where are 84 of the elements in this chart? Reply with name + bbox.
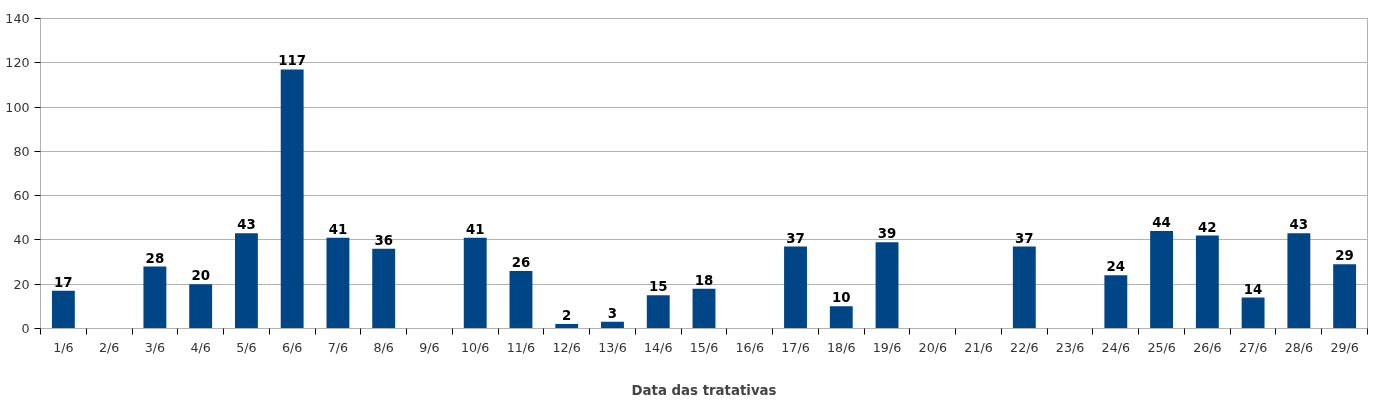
bar [463, 237, 487, 329]
bar [829, 306, 853, 329]
x-tick-label: 6/6 [281, 339, 303, 355]
x-tick-label: 8/6 [373, 339, 394, 355]
bar [875, 242, 899, 329]
x-tick-label: 17/6 [781, 339, 810, 355]
x-tick-label: 27/6 [1238, 339, 1268, 355]
data-label: 43 [1289, 217, 1309, 233]
data-label: 117 [278, 53, 307, 69]
bar [1333, 264, 1357, 329]
bar [601, 321, 624, 329]
bar [51, 290, 75, 329]
x-tick-label: 19/6 [872, 339, 902, 355]
bar [692, 288, 716, 329]
bar [372, 248, 396, 329]
x-tick-label: 1/6 [53, 339, 74, 355]
bar [280, 69, 304, 329]
bar [509, 270, 533, 329]
data-label: 41 [328, 221, 348, 237]
x-tick-label: 28/6 [1284, 339, 1314, 355]
x-tick-label: 18/6 [827, 339, 856, 355]
data-label: 17 [54, 274, 73, 290]
x-tick-label: 3/6 [144, 339, 166, 355]
data-label: 24 [1106, 259, 1126, 275]
data-label: 3 [607, 305, 618, 321]
x-tick-label: 29/6 [1330, 339, 1359, 355]
bar [1287, 233, 1311, 329]
x-tick-label: 25/6 [1147, 339, 1176, 355]
bar [1150, 231, 1174, 329]
x-tick-label: 14/6 [644, 339, 673, 355]
bar [326, 237, 350, 329]
data-label: 41 [465, 221, 485, 237]
y-tick-label: 0 [21, 321, 30, 336]
bar [1104, 275, 1128, 329]
y-tick-label: 140 [5, 11, 30, 26]
x-tick-label: 9/6 [419, 339, 440, 355]
bar [234, 233, 258, 329]
data-label: 14 [1243, 281, 1263, 297]
bar [1012, 246, 1036, 329]
bar [555, 324, 579, 329]
x-tick-label: 4/6 [190, 339, 211, 355]
bar [646, 295, 670, 329]
data-label: 39 [877, 226, 897, 242]
x-tick-label: 13/6 [598, 339, 627, 355]
data-label: 28 [145, 250, 165, 266]
data-label: 44 [1152, 215, 1171, 231]
x-tick-label: 11/6 [506, 339, 536, 355]
x-tick-label: 21/6 [964, 339, 993, 355]
data-label: 37 [786, 230, 805, 246]
x-tick-label: 16/6 [735, 339, 764, 355]
x-tick-label: 24/6 [1101, 339, 1131, 355]
data-label: 29 [1335, 248, 1354, 264]
y-tick-label: 20 [13, 276, 30, 292]
data-label: 37 [1015, 230, 1034, 246]
data-label: 18 [694, 272, 714, 288]
x-tick-label: 15/6 [689, 339, 719, 355]
x-tick-label: 5/6 [236, 339, 257, 355]
data-label: 42 [1198, 219, 1217, 235]
x-tick-label: 23/6 [1055, 339, 1085, 355]
x-tick-label: 7/6 [327, 339, 349, 355]
x-tick-label: 12/6 [552, 339, 581, 355]
y-tick-label: 40 [13, 232, 30, 248]
x-axis-title: Data das tratativas [631, 382, 777, 398]
y-tick-label: 120 [5, 55, 30, 71]
data-label: 36 [374, 232, 393, 248]
data-label: 15 [648, 279, 668, 295]
bar [784, 246, 807, 329]
x-tick-label: 10/6 [461, 339, 490, 355]
y-tick-label: 60 [13, 188, 30, 204]
y-tick-label: 80 [13, 143, 30, 159]
bar [143, 266, 167, 329]
data-label: 10 [832, 290, 851, 306]
x-tick-label: 2/6 [98, 339, 120, 355]
data-label: 43 [237, 217, 256, 233]
y-tick-label: 100 [5, 99, 30, 115]
bar [1241, 297, 1265, 329]
x-tick-label: 20/6 [918, 339, 947, 355]
bar [189, 284, 213, 329]
data-label: 2 [562, 308, 572, 324]
data-label: 20 [191, 268, 210, 284]
x-tick-label: 26/6 [1193, 339, 1222, 355]
data-label: 26 [511, 254, 531, 270]
x-tick-label: 22/6 [1010, 339, 1039, 355]
bar [1195, 235, 1219, 329]
